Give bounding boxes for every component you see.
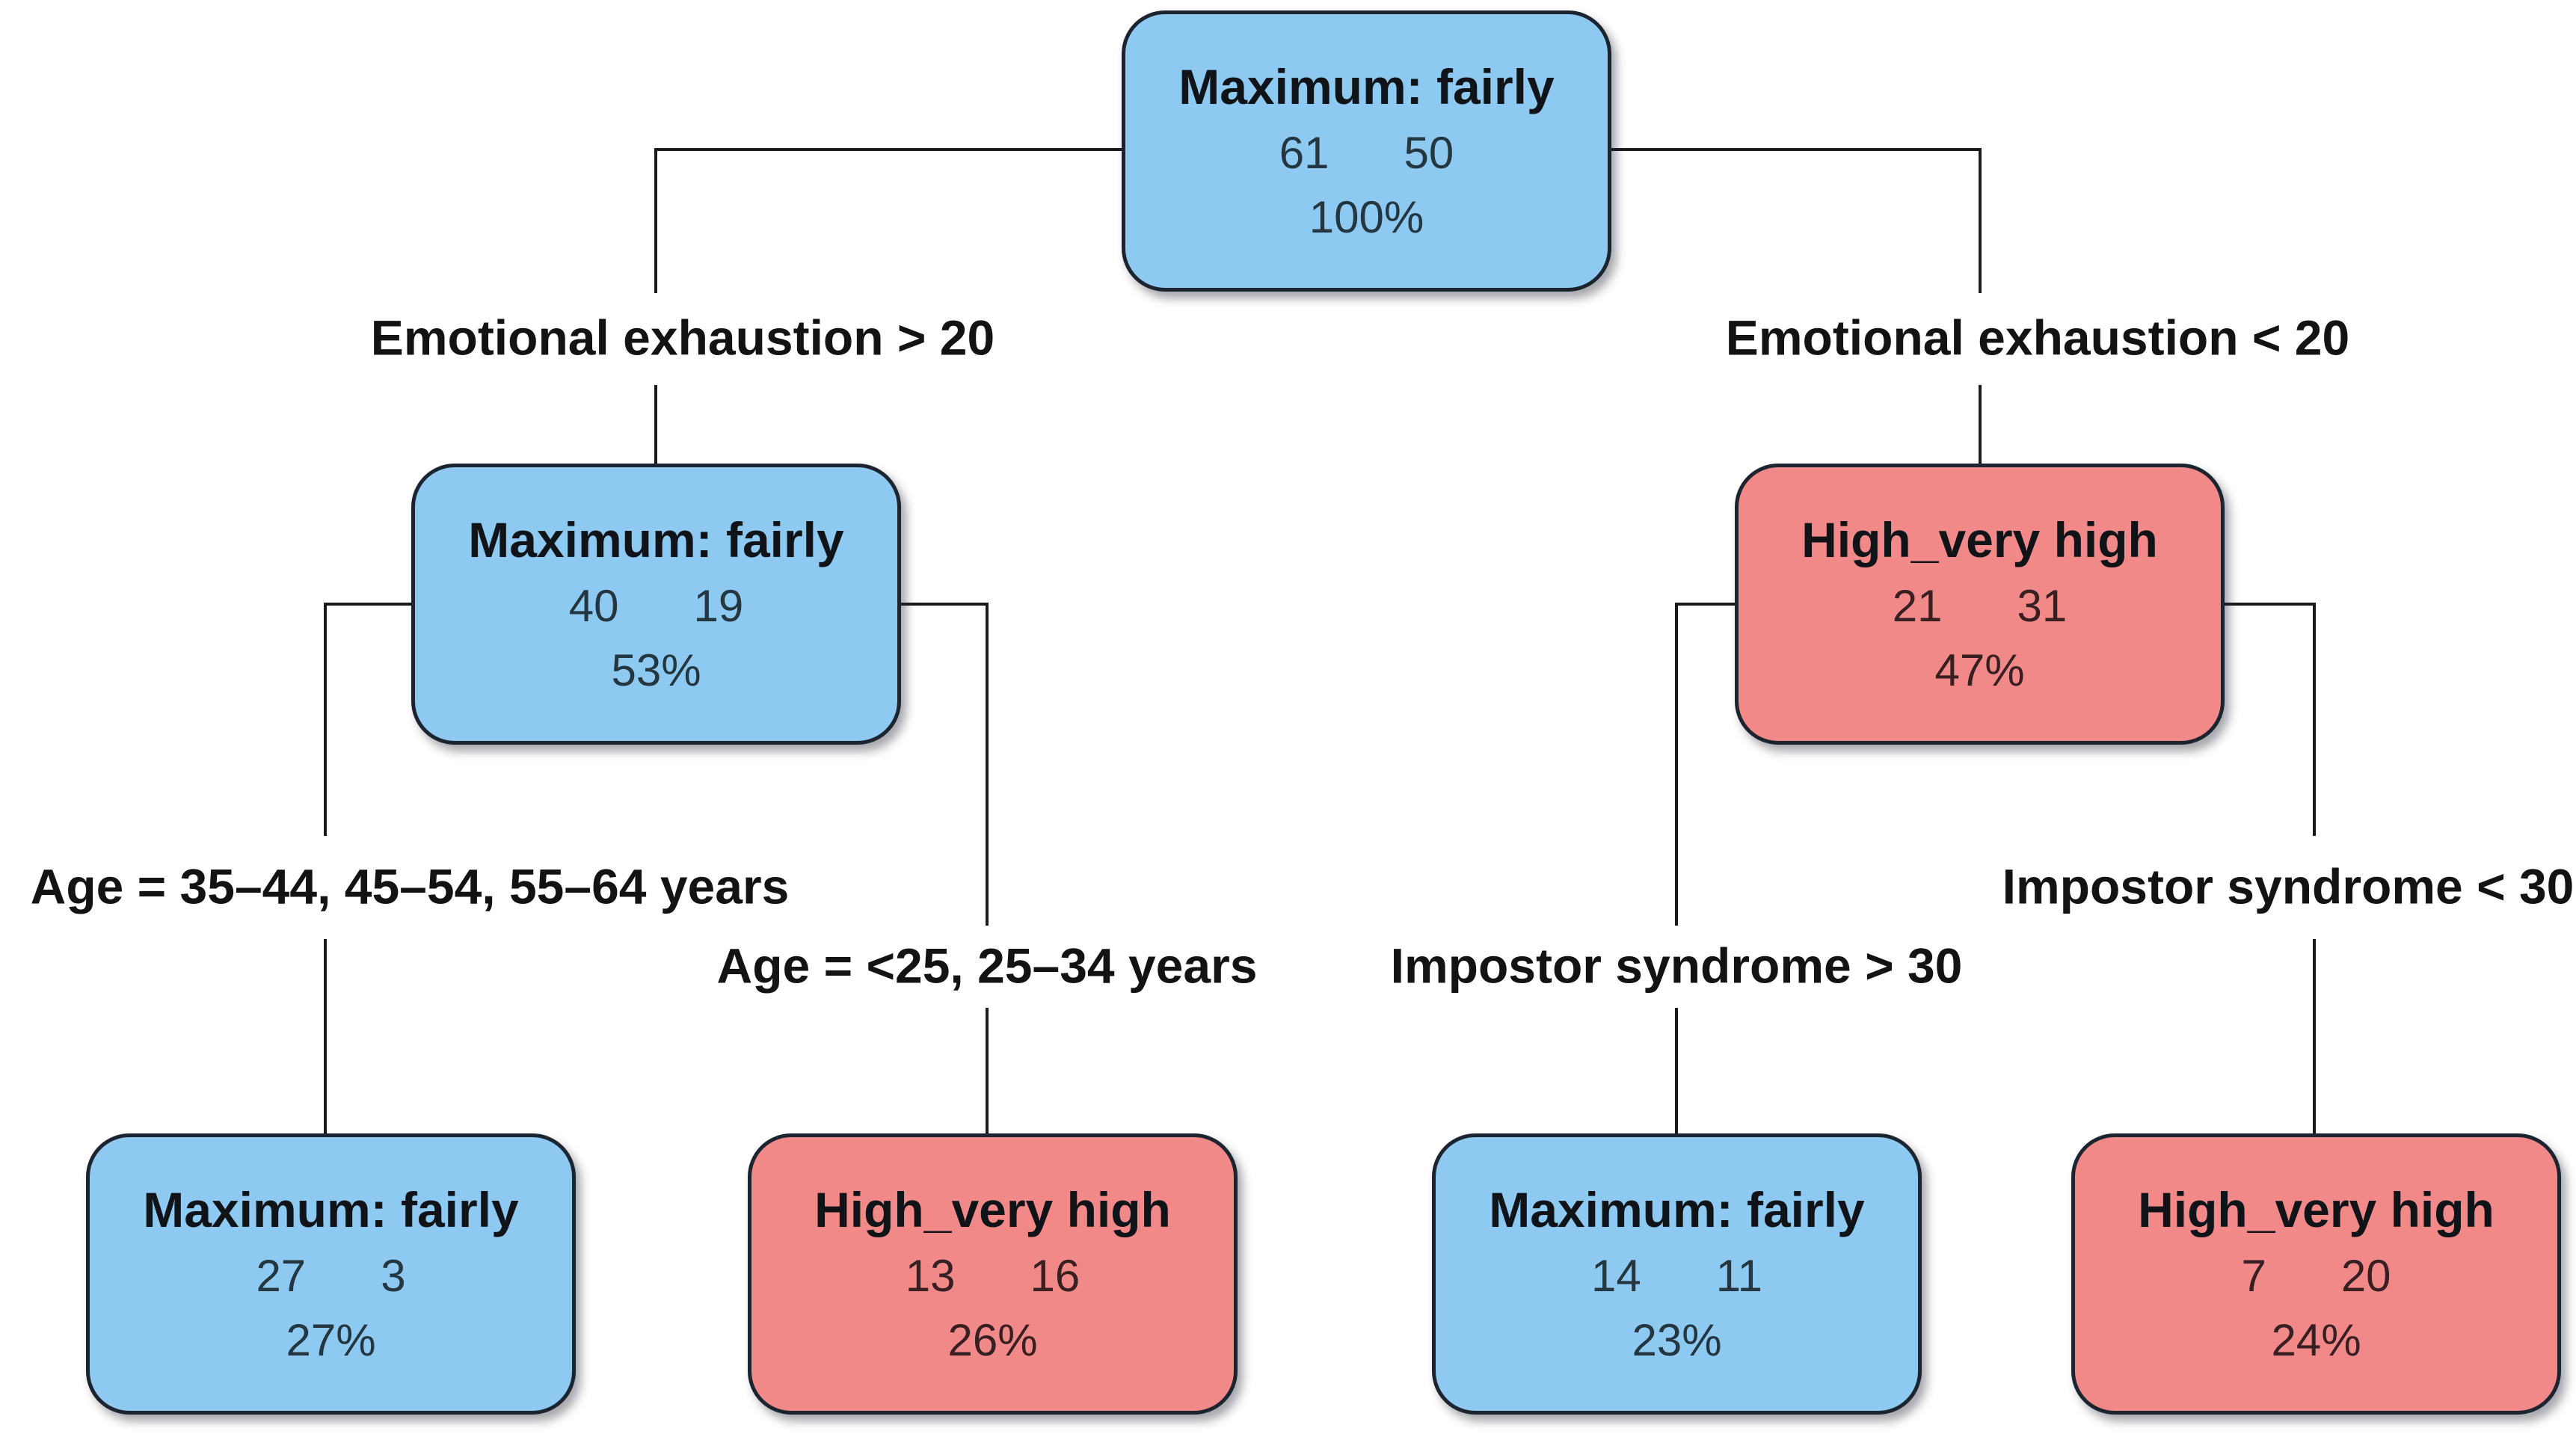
node-count-left: 7 [2241,1251,2266,1301]
node-title: Maximum: fairly [468,512,844,567]
tree-node-level2-right: High_very high 21 31 47% [1735,464,2225,745]
node-percent: 26% [947,1315,1038,1365]
node-title: High_very high [1801,512,2158,567]
node-title: Maximum: fairly [1178,59,1555,114]
node-count-right: 11 [1715,1251,1763,1301]
node-count-left: 61 [1279,128,1330,178]
node-counts: 27 3 [256,1254,405,1299]
branch-label-age-35-64: Age = 35–44, 45–54, 55–64 years [22,861,797,913]
node-percent: 23% [1632,1315,1722,1365]
node-count-left: 14 [1590,1251,1641,1301]
branch-label-emotional-exhaustion-gt-20: Emotional exhaustion > 20 [363,312,1003,364]
branch-label-emotional-exhaustion-lt-20: Emotional exhaustion < 20 [1718,312,2358,364]
node-count-right: 31 [2017,581,2068,631]
node-percent: 47% [1934,645,2025,695]
node-count-right: 19 [693,581,744,631]
node-count-right: 16 [1030,1251,1080,1301]
node-count-left: 13 [905,1251,956,1301]
branch-label-impostor-syndrome-gt-30: Impostor syndrome > 30 [1383,940,1970,992]
node-counts: 40 19 [569,584,744,629]
node-title: High_very high [2138,1182,2494,1237]
node-percent: 100% [1309,192,1424,242]
node-count-right: 20 [2340,1251,2391,1301]
node-percent: 53% [611,645,701,695]
node-counts: 13 16 [906,1254,1080,1299]
node-count-right: 50 [1404,128,1454,178]
branch-label-impostor-syndrome-lt-30: Impostor syndrome < 30 [1994,861,2576,913]
node-counts: 7 20 [2241,1254,2391,1299]
node-title: High_very high [814,1182,1171,1237]
node-counts: 21 31 [1893,584,2068,629]
tree-node-level2-left: Maximum: fairly 40 19 53% [411,464,901,745]
node-title: Maximum: fairly [143,1182,519,1237]
node-count-left: 27 [256,1251,307,1301]
node-percent: 27% [286,1315,376,1365]
tree-node-leaf-4: High_very high 7 20 24% [2071,1133,2561,1415]
node-count-left: 40 [568,581,619,631]
tree-node-leaf-2: High_very high 13 16 26% [748,1133,1238,1415]
tree-node-leaf-3: Maximum: fairly 14 11 23% [1432,1133,1922,1415]
node-count-right: 3 [381,1251,406,1301]
tree-node-leaf-1: Maximum: fairly 27 3 27% [86,1133,576,1415]
node-counts: 61 50 [1279,131,1454,176]
branch-label-age-under-35: Age = <25, 25–34 years [709,940,1265,992]
node-count-left: 21 [1892,581,1943,631]
node-counts: 14 11 [1591,1254,1762,1299]
node-title: Maximum: fairly [1489,1182,1865,1237]
node-percent: 24% [2271,1315,2361,1365]
tree-node-root: Maximum: fairly 61 50 100% [1122,10,1611,292]
